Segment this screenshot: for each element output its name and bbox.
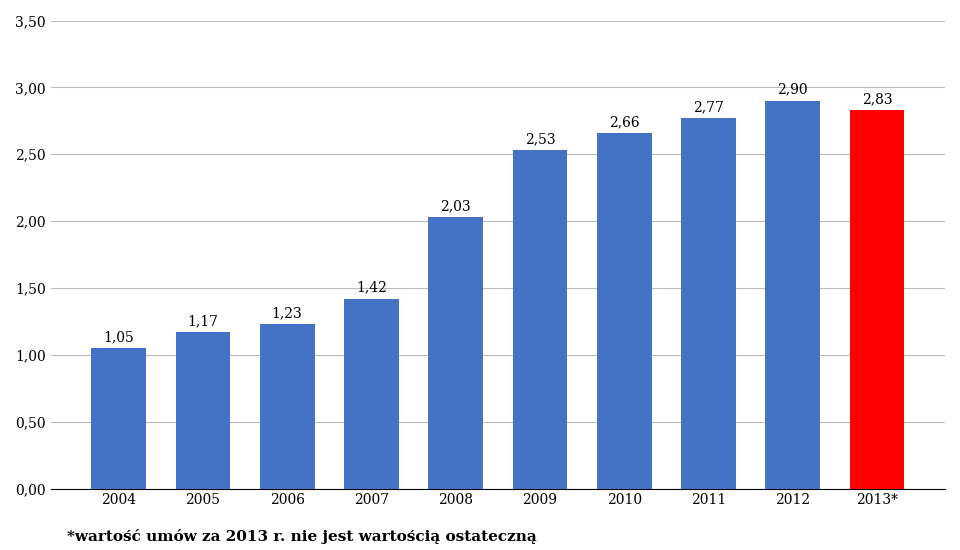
Bar — [850, 110, 904, 488]
Text: 2,66: 2,66 — [609, 115, 639, 129]
Text: 2,90: 2,90 — [778, 82, 808, 97]
Bar — [344, 299, 398, 488]
Bar — [260, 324, 315, 488]
Text: 1,17: 1,17 — [187, 314, 219, 328]
Text: 2,03: 2,03 — [441, 199, 471, 213]
Bar — [513, 150, 567, 488]
Bar — [597, 133, 652, 488]
Text: 2,77: 2,77 — [693, 100, 724, 114]
Text: 1,42: 1,42 — [356, 280, 387, 295]
Text: *wartość umów za 2013 r. nie jest wartością ostateczną: *wartość umów za 2013 r. nie jest wartoś… — [67, 530, 537, 544]
Bar — [176, 332, 230, 488]
Text: 2,83: 2,83 — [862, 92, 892, 106]
Text: 1,05: 1,05 — [104, 330, 134, 344]
Bar — [428, 217, 483, 488]
Bar — [765, 101, 820, 488]
Text: 2,53: 2,53 — [524, 132, 555, 146]
Text: 1,23: 1,23 — [272, 306, 302, 320]
Bar — [91, 348, 146, 488]
Bar — [681, 118, 735, 488]
